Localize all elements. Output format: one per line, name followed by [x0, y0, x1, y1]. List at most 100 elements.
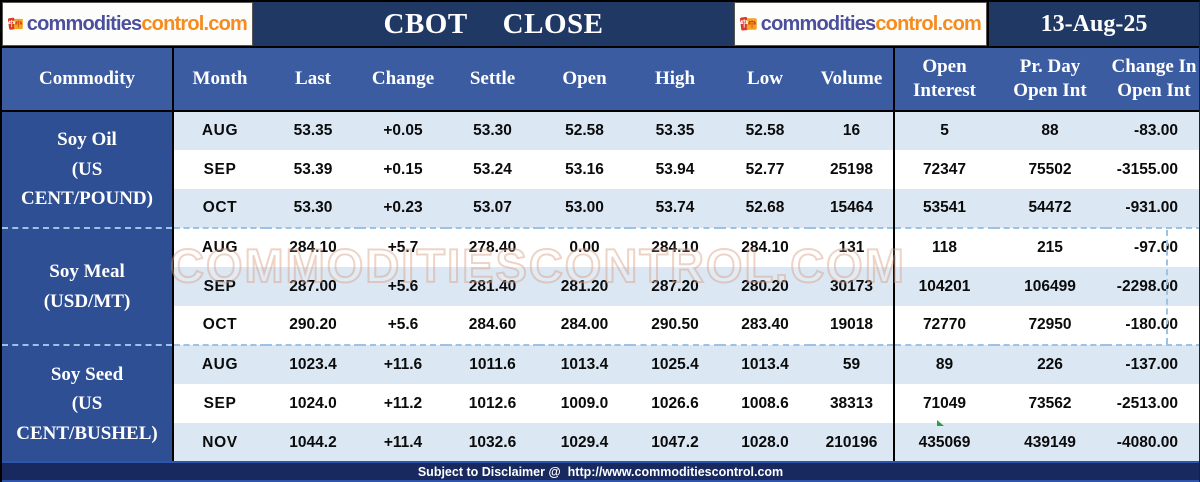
cell-settle: 53.30 — [446, 111, 539, 150]
cell-change-openint: -4080.00 — [1106, 423, 1199, 462]
cell-month: SEP — [173, 150, 266, 189]
table-row: SEP 1024.0 +11.2 1012.6 1009.0 1026.6 1008.6 38… — [2, 384, 1199, 423]
commodity-cell: Soy Oil (US CENT/POUND) — [2, 111, 174, 229]
green-marker-artifact — [937, 420, 944, 426]
col-header-month: Month — [173, 48, 266, 112]
cell-volume: 25198 — [810, 150, 895, 189]
logo-text-control: control.com — [141, 12, 247, 35]
cell-high: 53.94 — [630, 150, 720, 189]
title-bar: commoditiescontrol.com CBOT CLOSE commod… — [2, 2, 1199, 48]
cell-open-interest: 89 — [894, 345, 994, 384]
commodity-unit: (US CENT/BUSHEL) — [16, 393, 158, 444]
cell-high: 284.10 — [630, 228, 720, 267]
cell-low: 283.40 — [720, 306, 810, 346]
cell-month: AUG — [173, 111, 266, 150]
cell-open: 52.58 — [539, 111, 630, 150]
cell-prday-openint: 75502 — [994, 150, 1106, 189]
cell-open: 53.16 — [539, 150, 630, 189]
cell-volume: 19018 — [810, 306, 895, 346]
cell-change: +11.2 — [360, 384, 446, 423]
disclaimer-link[interactable]: http://www.commoditiescontrol.com — [567, 464, 784, 479]
cell-prday-openint: 215 — [994, 228, 1106, 267]
cell-open-interest: 72347 — [894, 150, 994, 189]
cell-prday-openint: 73562 — [994, 384, 1106, 423]
page-title: CBOT CLOSE — [383, 7, 604, 40]
commodity-unit: (USD/MT) — [43, 290, 131, 312]
commodity-name: Soy Meal — [49, 261, 125, 283]
cell-open-interest: 435069 — [894, 423, 994, 462]
cell-open-interest: 71049 — [894, 384, 994, 423]
table-row: Soy Meal (USD/MT) AUG 284.10 +5.7 278.40 0.00 2… — [2, 228, 1199, 346]
cell-volume: 30173 — [810, 267, 895, 306]
cell-volume: 38313 — [810, 384, 895, 423]
cell-high: 1047.2 — [630, 423, 720, 462]
cell-low: 1028.0 — [720, 423, 810, 462]
col-header-commodity: Commodity — [2, 48, 174, 112]
cell-open: 1029.4 — [539, 423, 630, 462]
table-row: SEP 53.39 +0.15 53.24 53.16 53.94 52.77 25198 72… — [2, 150, 1199, 189]
cell-low: 52.68 — [720, 189, 810, 229]
cell-open: 1013.4 — [539, 345, 630, 384]
logo-text-control: control.com — [875, 12, 981, 35]
cell-last: 290.20 — [266, 306, 360, 346]
commodity-unit: (US CENT/POUND) — [21, 158, 153, 210]
cell-change: +11.6 — [360, 345, 446, 384]
cell-open: 53.00 — [539, 189, 630, 229]
cell-last: 53.30 — [266, 189, 360, 229]
commodity-cell: Soy Seed (US CENT/BUSHEL) — [2, 345, 174, 462]
cell-month: NOV — [173, 423, 266, 462]
cell-open: 0.00 — [539, 228, 630, 267]
col-header-prday-openint: Pr. Day Open Int — [994, 48, 1106, 112]
cell-last: 284.10 — [266, 228, 360, 267]
cell-change-openint: -97.00 — [1106, 228, 1199, 267]
disclaimer-bar: Subject to Disclaimer @ http://www.commo… — [2, 461, 1199, 482]
cell-change-openint: -2513.00 — [1106, 384, 1199, 423]
cell-high: 53.35 — [630, 111, 720, 150]
cell-settle: 1012.6 — [446, 384, 539, 423]
cell-volume: 131 — [810, 228, 895, 267]
cell-volume: 15464 — [810, 189, 895, 229]
cell-month: OCT — [173, 189, 266, 229]
cell-month: OCT — [173, 306, 266, 346]
cell-low: 1013.4 — [720, 345, 810, 384]
cell-prday-openint: 88 — [994, 111, 1106, 150]
cell-change: +5.6 — [360, 267, 446, 306]
col-header-open: Open — [539, 48, 630, 112]
cell-prday-openint: 72950 — [994, 306, 1106, 346]
cell-open-interest: 104201 — [894, 267, 994, 306]
report-title-area: CBOT CLOSE — [253, 2, 734, 46]
cell-settle: 281.40 — [446, 267, 539, 306]
col-header-settle: Settle — [446, 48, 539, 112]
logo-wordmark: commoditiescontrol.com — [761, 12, 982, 36]
cell-settle: 53.24 — [446, 150, 539, 189]
cell-change: +11.4 — [360, 423, 446, 462]
cell-last: 1024.0 — [266, 384, 360, 423]
col-header-volume: Volume — [810, 48, 895, 112]
cell-change: +5.6 — [360, 306, 446, 346]
cell-open-interest: 72770 — [894, 306, 994, 346]
cell-high: 53.74 — [630, 189, 720, 229]
cell-high: 290.50 — [630, 306, 720, 346]
cell-high: 287.20 — [630, 267, 720, 306]
cell-change-openint: -2298.00 — [1106, 267, 1199, 306]
col-header-open-interest: Open Interest — [894, 48, 994, 112]
cell-month: SEP — [173, 267, 266, 306]
prices-table: Commodity Month Last Change Settle Open High Lo… — [2, 48, 1199, 462]
disclaimer-text: Subject to Disclaimer @ — [417, 464, 561, 479]
logo-left: commoditiescontrol.com — [2, 2, 253, 46]
col-header-change-openint: Change In Open Int — [1106, 48, 1199, 112]
table-row: NOV 1044.2 +11.4 1032.6 1029.4 1047.2 1028.0 21… — [2, 423, 1199, 462]
cell-last: 1044.2 — [266, 423, 360, 462]
cell-change-openint: -931.00 — [1106, 189, 1199, 229]
commodity-name: Soy Oil — [57, 129, 117, 151]
cell-high: 1026.6 — [630, 384, 720, 423]
table-row: Soy Seed (US CENT/BUSHEL) AUG 1023.4 +11.6 10… — [2, 345, 1199, 462]
logo-text-commodities: commodities — [26, 12, 142, 35]
cell-prday-openint: 439149 — [994, 423, 1106, 462]
cell-prday-openint: 226 — [994, 345, 1106, 384]
cell-change: +0.05 — [360, 111, 446, 150]
cell-open-interest: 118 — [894, 228, 994, 267]
table-header-row: Commodity Month Last Change Settle Open High Lo… — [2, 48, 1199, 112]
cell-settle: 1011.6 — [446, 345, 539, 384]
